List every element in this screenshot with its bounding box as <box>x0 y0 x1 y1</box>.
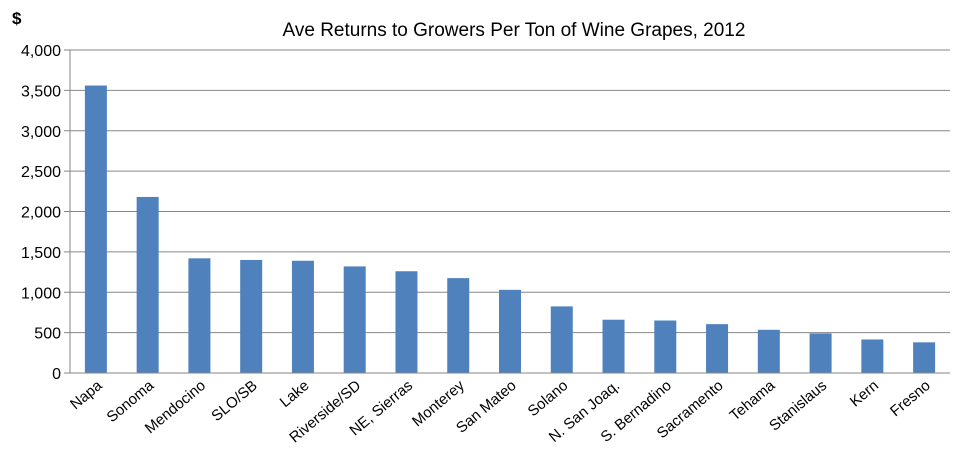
bar <box>84 85 107 373</box>
y-tick-labels: 0 500 1,000 1,500 2,000 2,500 3,000 3,500 4,000 <box>21 43 61 383</box>
y-tick-label: 1,500 <box>21 245 61 262</box>
x-tick-label: Stanislaus <box>766 377 830 435</box>
bar <box>395 271 418 373</box>
axes <box>69 50 950 374</box>
bar <box>188 258 211 373</box>
bars <box>84 85 936 373</box>
y-axis-label: $ <box>12 9 22 28</box>
bar <box>809 333 832 373</box>
x-tick-label: Napa <box>67 377 106 413</box>
y-tick-label: 3,500 <box>21 83 61 100</box>
gridlines <box>64 49 950 374</box>
bar <box>447 278 470 373</box>
bar <box>757 329 780 373</box>
y-tick-label: 4,000 <box>21 43 61 60</box>
bar <box>499 289 521 373</box>
bar <box>291 260 314 373</box>
bar <box>861 339 884 373</box>
y-tick-label: 2,500 <box>21 164 61 181</box>
bar <box>550 306 573 373</box>
bar <box>913 342 936 373</box>
bar <box>136 196 159 373</box>
chart-title: Ave Returns to Growers Per Ton of Wine G… <box>283 20 746 41</box>
y-tick-label: 500 <box>34 326 61 343</box>
y-tick-label: 2,000 <box>21 205 61 222</box>
bar <box>343 266 366 373</box>
x-tick-label: Kern <box>847 377 882 410</box>
x-tick-label: SLO/SB <box>208 377 260 425</box>
x-tick-label: Fresno <box>887 377 934 420</box>
x-tick-label: Solano <box>525 377 572 420</box>
bar <box>240 259 263 373</box>
bar <box>602 319 625 373</box>
bar <box>654 320 677 373</box>
x-tick-label: Lake <box>277 377 313 411</box>
y-tick-label: 3,000 <box>21 124 61 141</box>
bar <box>706 324 729 373</box>
y-tick-label: 1,000 <box>21 285 61 302</box>
y-tick-label: 0 <box>52 366 61 383</box>
